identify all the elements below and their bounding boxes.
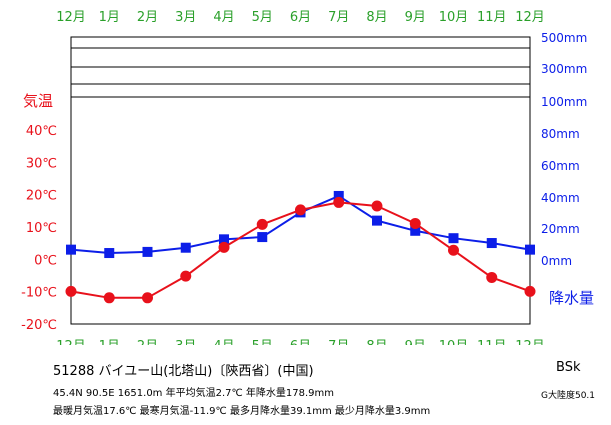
temperature-point — [256, 218, 268, 230]
temperature-point — [524, 285, 536, 297]
precipitation-point — [448, 233, 459, 244]
month-label-bottom: 12月 — [515, 339, 545, 345]
precipitation-tick-label: 0mm — [541, 254, 572, 268]
month-label-bottom: 11月 — [477, 339, 507, 345]
temperature-point — [486, 271, 498, 283]
temperature-tick-label: -10℃ — [21, 286, 57, 301]
month-label-bottom: 10月 — [439, 339, 469, 345]
continentality-index: G大陸度50.1 — [541, 391, 596, 401]
precipitation-tick-label: 60mm — [541, 159, 580, 173]
precipitation-point — [257, 232, 268, 243]
precipitation-point — [180, 242, 191, 253]
month-label-top: 12月 — [515, 10, 545, 25]
temperature-axis-ticks: 40℃ 30℃ 20℃ 10℃ 0℃ -10℃ -20℃ — [21, 124, 57, 333]
precipitation-tick-label: 80mm — [541, 127, 580, 141]
month-label-bottom: 12月 — [56, 339, 86, 345]
precipitation-point — [372, 215, 382, 226]
month-label-bottom: 4月 — [213, 339, 234, 345]
plot-border — [70, 36, 531, 325]
month-label-bottom: 2月 — [137, 339, 158, 345]
month-label-top: 8月 — [366, 10, 387, 25]
month-label-top: 5月 — [252, 10, 273, 25]
station-title: 51288 バイユー山(北塔山)〔陝西省〕(中国) — [53, 364, 314, 379]
temperature-point — [295, 204, 306, 216]
temperature-point — [103, 292, 115, 304]
month-label-top: 3月 — [175, 10, 196, 25]
precipitation-point — [66, 244, 76, 255]
month-label-bottom: 7月 — [328, 339, 349, 345]
temperature-point — [218, 241, 230, 253]
temperature-tick-label: 40℃ — [26, 124, 57, 139]
precipitation-point — [219, 234, 229, 245]
precipitation-tick-label: 500mm — [541, 31, 587, 45]
month-label-top: 7月 — [328, 10, 349, 25]
month-label-bottom: 9月 — [405, 339, 426, 345]
precipitation-point — [104, 248, 115, 259]
climate-class: BSk — [556, 360, 581, 375]
precipitation-axis-title: 降水量 — [549, 289, 594, 307]
precipitation-tick-label: 40mm — [541, 191, 580, 205]
temperature-point — [142, 292, 153, 304]
precipitation-tick-label: 300mm — [541, 62, 587, 76]
month-label-top: 12月 — [56, 10, 86, 25]
precipitation-axis-ticks: 500mm 300mm 100mm 80mm 60mm 40mm 20mm 0mm — [541, 31, 587, 268]
precipitation-series — [66, 190, 535, 259]
temperature-point — [409, 217, 421, 229]
precipitation-point — [486, 238, 497, 249]
temperature-tick-label: -20℃ — [21, 318, 57, 333]
precipitation-tick-label: 100mm — [541, 95, 587, 109]
temperature-axis-title: 気温 — [23, 92, 53, 110]
month-label-bottom: 3月 — [175, 339, 196, 345]
precipitation-point — [410, 225, 421, 236]
precipitation-tick-label: 20mm — [541, 222, 580, 236]
month-label-top: 9月 — [405, 10, 426, 25]
temperature-tick-label: 20℃ — [26, 189, 57, 204]
station-extremes-summary: 最暖月気温17.6℃ 最寒月気温-11.9℃ 最多月降水量39.1mm 最少月降… — [53, 406, 431, 417]
month-label-top: 6月 — [290, 10, 311, 25]
temperature-point — [448, 244, 459, 256]
climate-chart: 12月 1月 2月 3月 4月 5月 6月 7月 8月 9月 10月 11月 12月 12月 1月 2月 3月… — [21, 10, 594, 345]
precipitation-point — [333, 190, 344, 201]
temperature-point — [371, 200, 383, 212]
month-label-bottom: 5月 — [252, 339, 273, 345]
month-label-bottom: 8月 — [366, 339, 387, 345]
month-label-top: 2月 — [137, 10, 158, 25]
temperature-point — [65, 285, 77, 297]
temperature-point — [180, 270, 192, 282]
temperature-point — [333, 196, 345, 208]
month-label-top: 1月 — [99, 10, 120, 25]
month-label-bottom: 6月 — [290, 339, 311, 345]
precipitation-point — [525, 244, 535, 255]
month-label-top: 4月 — [213, 10, 234, 25]
temperature-series — [65, 196, 536, 304]
month-labels-bottom: 12月 1月 2月 3月 4月 5月 6月 7月 8月 9月 10月 11月 12月 — [56, 339, 545, 345]
month-label-top: 10月 — [439, 10, 469, 25]
temperature-tick-label: 30℃ — [26, 156, 57, 171]
temperature-tick-label: 10℃ — [26, 221, 57, 236]
month-label-top: 11月 — [477, 10, 507, 25]
chart-frame — [70, 36, 531, 325]
temperature-tick-label: 0℃ — [34, 253, 57, 268]
station-location-summary: 45.4N 90.5E 1651.0m 年平均気温2.7℃ 年降水量178.9m… — [53, 388, 335, 399]
month-label-bottom: 1月 — [99, 339, 120, 345]
month-labels-top: 12月 1月 2月 3月 4月 5月 6月 7月 8月 9月 10月 11月 12月 — [56, 10, 545, 25]
precipitation-point — [142, 246, 153, 257]
